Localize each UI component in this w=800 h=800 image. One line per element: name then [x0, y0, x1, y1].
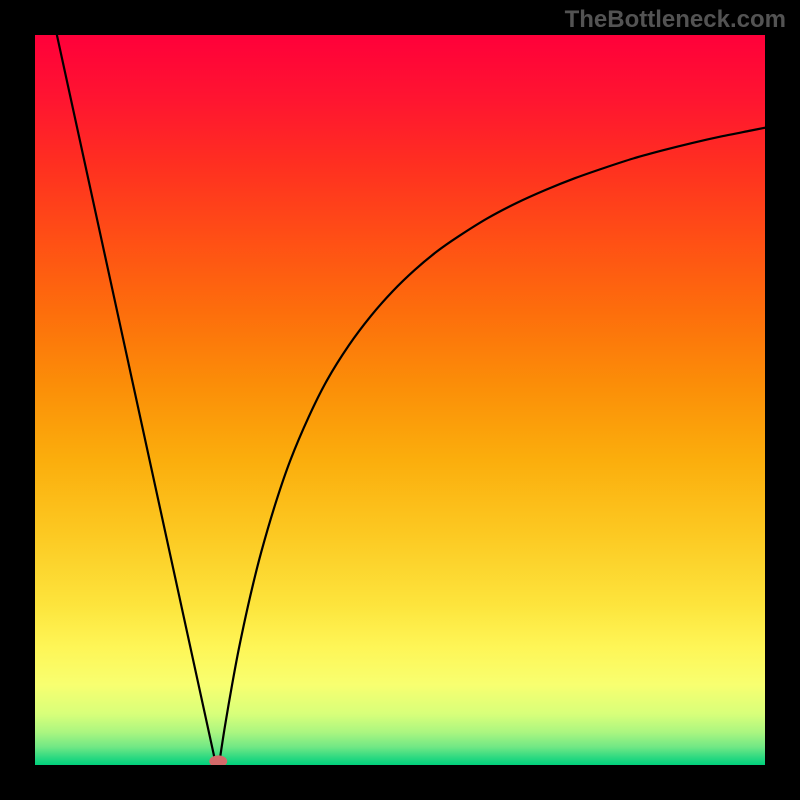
chart-container: TheBottleneck.com	[0, 0, 800, 800]
minimum-marker	[209, 755, 227, 765]
curve-right-branch	[219, 128, 765, 765]
watermark-text: TheBottleneck.com	[565, 6, 786, 34]
curve-left-branch	[57, 35, 216, 765]
curve-layer	[35, 35, 765, 765]
plot-area	[35, 35, 765, 765]
